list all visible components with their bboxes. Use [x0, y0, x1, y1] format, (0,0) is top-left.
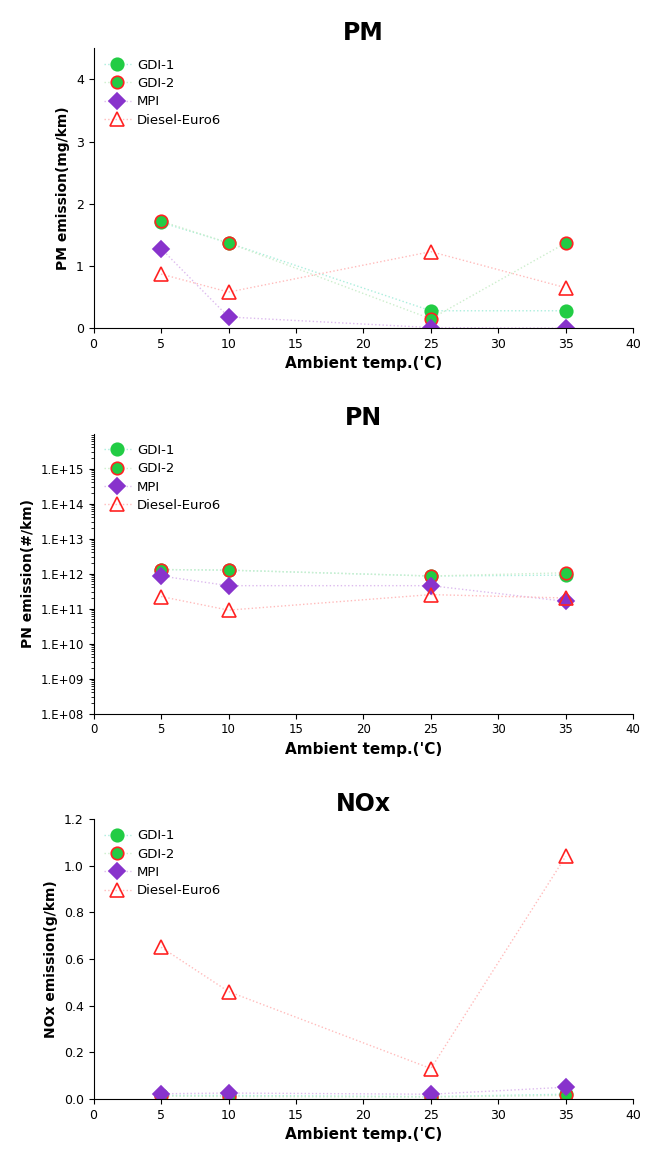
- Legend: GDI-1, GDI-2, MPI, Diesel-Euro6: GDI-1, GDI-2, MPI, Diesel-Euro6: [100, 826, 225, 901]
- X-axis label: Ambient temp.('C): Ambient temp.('C): [285, 742, 442, 757]
- Legend: GDI-1, GDI-2, MPI, Diesel-Euro6: GDI-1, GDI-2, MPI, Diesel-Euro6: [100, 55, 225, 130]
- X-axis label: Ambient temp.('C): Ambient temp.('C): [285, 1127, 442, 1142]
- Y-axis label: NOx emission(g/km): NOx emission(g/km): [44, 880, 58, 1037]
- Legend: GDI-1, GDI-2, MPI, Diesel-Euro6: GDI-1, GDI-2, MPI, Diesel-Euro6: [100, 440, 225, 516]
- X-axis label: Ambient temp.('C): Ambient temp.('C): [285, 357, 442, 371]
- Title: PN: PN: [345, 406, 382, 430]
- Y-axis label: PM emission(mg/km): PM emission(mg/km): [56, 106, 70, 270]
- Title: NOx: NOx: [336, 792, 391, 815]
- Y-axis label: PN emission(#/km): PN emission(#/km): [21, 499, 35, 648]
- Title: PM: PM: [343, 21, 384, 45]
